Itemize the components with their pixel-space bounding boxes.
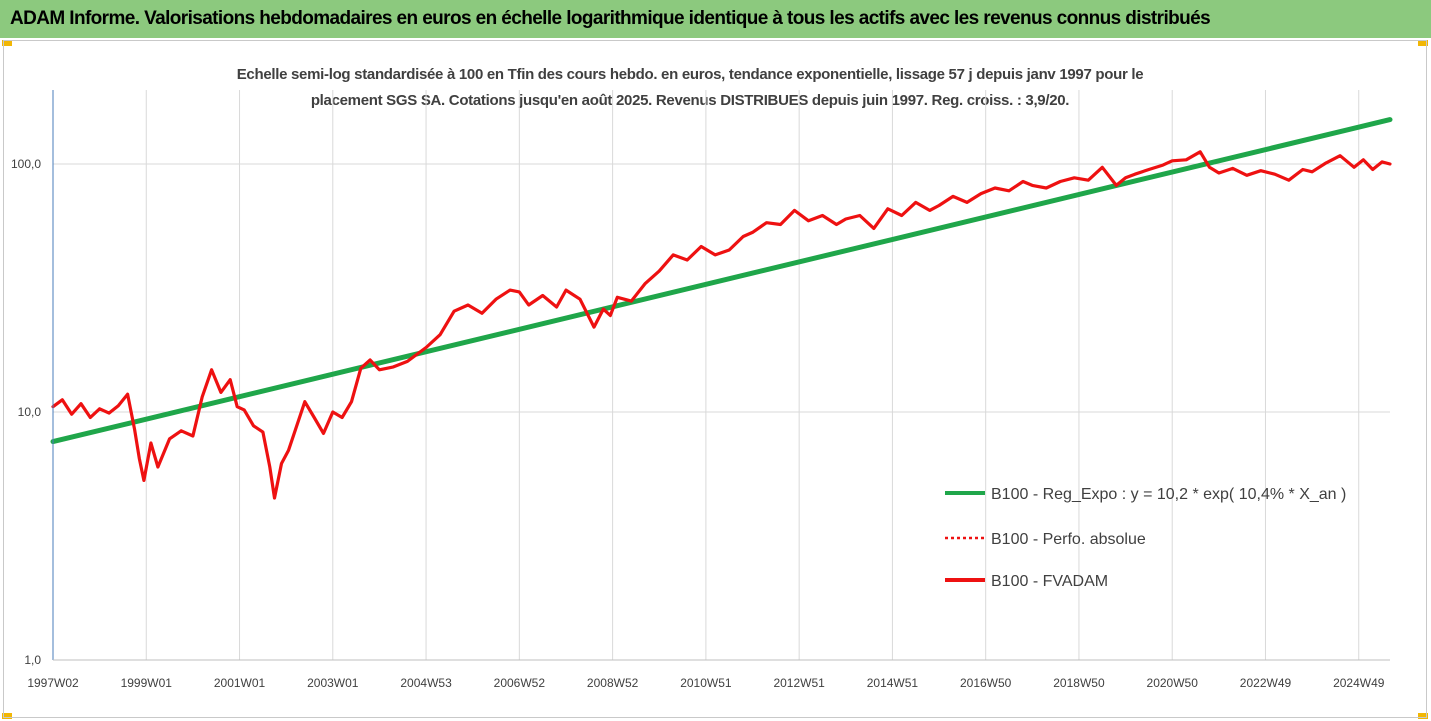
header-title: ADAM Informe. Valorisations hebdomadaire… — [10, 8, 1211, 29]
corner-mark-right — [1418, 40, 1428, 46]
chart-frame — [3, 40, 1427, 718]
x-tick-label: 2022W49 — [1240, 676, 1292, 690]
corner-mark-bottom-left — [2, 713, 12, 719]
legend-label-2: B100 - Perfo. absolue — [991, 531, 1146, 548]
x-tick-label: 2010W51 — [680, 676, 732, 690]
legend-label-1: B100 - Reg_Expo : y = 10,2 * exp( 10,4% … — [991, 486, 1346, 503]
x-tick-label: 2016W50 — [960, 676, 1012, 690]
x-tick-label: 2004W53 — [400, 676, 452, 690]
x-tick-label: 2024W49 — [1333, 676, 1385, 690]
series-layer — [50, 117, 1393, 500]
x-tick-label: 2008W52 — [587, 676, 639, 690]
legend-label-3: B100 - FVADAM — [991, 573, 1108, 590]
series-line-1 — [50, 117, 1393, 445]
x-tick-label: 1999W01 — [121, 676, 173, 690]
x-tick-label: 2006W52 — [494, 676, 546, 690]
axis-layer: 1997W02 1999W01 2001W01 2003W01 2004W53 2006W… — [11, 90, 1390, 690]
chart-subtitle: Echelle semi-log standardisée à 100 en T… — [150, 62, 1230, 114]
chart-subtitle-line-1: Echelle semi-log standardisée à 100 en T… — [236, 66, 1144, 83]
grid-layer — [53, 90, 1390, 661]
corner-mark-bottom-right — [1418, 713, 1428, 719]
corner-mark-left — [2, 40, 12, 46]
x-tick-label: 2020W50 — [1147, 676, 1199, 690]
header-bar: ADAM Informe. Valorisations hebdomadaire… — [0, 0, 1431, 38]
x-tick-label: 2018W50 — [1053, 676, 1105, 690]
series-line-3 — [51, 150, 1392, 500]
legend: B100 - Reg_Expo : y = 10,2 * exp( 10,4% … — [945, 486, 1346, 590]
x-tick-label: 1997W02 — [27, 676, 79, 690]
y-tick-label: 10,0 — [18, 405, 42, 419]
x-tick-label: 2001W01 — [214, 676, 266, 690]
x-tick-label: 2012W51 — [773, 676, 825, 690]
x-tick-label: 2014W51 — [867, 676, 919, 690]
chart-subtitle-line-2: placement SGS SA. Cotations jusqu'en aoû… — [310, 92, 1070, 109]
y-tick-label: 100,0 — [11, 157, 41, 171]
y-tick-label: 1,0 — [24, 653, 41, 667]
x-tick-label: 2003W01 — [307, 676, 359, 690]
